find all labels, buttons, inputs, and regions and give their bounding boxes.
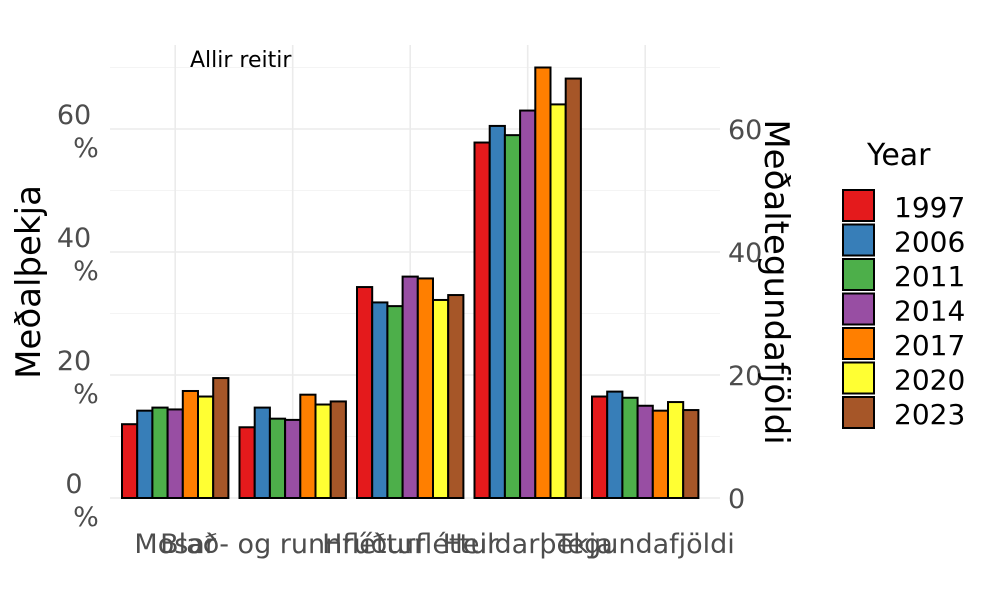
x-tick-label: Hrúðurfléttur — [322, 529, 499, 560]
left-tick-unit: % — [73, 379, 99, 410]
bar-2014-0 — [166, 408, 184, 499]
right-tick-label: 40 — [728, 238, 762, 269]
legend-swatch-2014 — [842, 292, 875, 326]
bar-1997-4 — [591, 395, 609, 499]
legend-label-2017: 2017 — [894, 329, 965, 362]
legend-label-2006: 2006 — [894, 226, 965, 259]
legend-swatch-2020 — [842, 361, 875, 395]
bar-1997-0 — [121, 423, 139, 500]
bar-2023-0 — [212, 377, 230, 500]
legend-swatch-2006 — [842, 223, 875, 257]
panel-annotation: Allir reitir — [190, 48, 292, 73]
x-tick-label: Heildarþekja — [443, 529, 613, 560]
right-tick-label: 60 — [728, 115, 762, 146]
bar-2014-2 — [401, 275, 419, 499]
left-tick-label: 20 — [57, 346, 91, 377]
left-tick-unit: % — [73, 502, 99, 533]
bar-2014-1 — [284, 418, 302, 499]
left-tick-unit: % — [73, 256, 99, 287]
left-tick-label: 40 — [57, 223, 91, 254]
legend-title: Year — [866, 138, 931, 173]
bar-2011-4 — [621, 396, 639, 500]
right-tick-label: 20 — [728, 361, 762, 392]
bar-2023-4 — [682, 409, 700, 499]
right-axis-title: Meðaltegundafjöldi — [756, 119, 796, 444]
x-tick-label: Mosar — [134, 529, 216, 560]
legend-label-2014: 2014 — [894, 295, 965, 328]
x-tick-label: Blað- og runnfléttur — [160, 529, 426, 560]
bar-2011-1 — [268, 417, 287, 500]
bar-2017-0 — [181, 389, 200, 499]
legend-label-2011: 2011 — [894, 260, 965, 293]
bar-1997-3 — [473, 141, 491, 499]
bars — [121, 66, 700, 500]
legend-label-2020: 2020 — [894, 364, 965, 397]
x-tick-label: Tegundafjöldi — [555, 529, 735, 560]
bar-2014-3 — [519, 109, 537, 500]
left-axis-ticks: 0%20%40%60% — [57, 100, 99, 533]
left-axis-title: Meðalþekja — [9, 185, 49, 379]
bar-2017-3 — [534, 66, 552, 499]
bar-2006-3 — [488, 124, 506, 500]
bar-2017-1 — [299, 393, 317, 499]
legend-swatch-2023 — [842, 396, 875, 429]
bar-2011-3 — [503, 134, 522, 499]
bar-2023-2 — [447, 294, 465, 499]
bar-2014-4 — [636, 404, 654, 499]
bar-2023-3 — [564, 77, 582, 499]
bar-2011-2 — [386, 305, 404, 499]
bar-2006-2 — [371, 301, 389, 499]
legend-label-2023: 2023 — [894, 398, 965, 431]
bar-2006-4 — [606, 390, 624, 500]
bar-2006-0 — [136, 409, 154, 500]
bar-2011-0 — [151, 406, 169, 499]
left-tick-label: 60 — [57, 100, 91, 131]
bar-2017-4 — [651, 409, 669, 500]
legend-swatch-2011 — [842, 258, 875, 291]
bar-2020-2 — [432, 298, 450, 499]
legend-label-1997: 1997 — [894, 191, 965, 224]
left-tick-unit: % — [73, 133, 99, 164]
bar-2023-1 — [329, 400, 347, 500]
bar-2020-4 — [667, 401, 685, 499]
bar-2020-0 — [197, 395, 215, 499]
bar-2020-3 — [549, 103, 567, 500]
bar-1997-2 — [356, 286, 374, 499]
bar-2017-2 — [416, 277, 434, 499]
left-tick-label: 0 — [65, 469, 82, 500]
legend-swatch-2017 — [842, 327, 875, 360]
right-axis-ticks: 0 20 40 60 — [728, 115, 762, 515]
bar-1997-1 — [238, 426, 256, 499]
right-tick-label: 0 — [728, 484, 745, 515]
bar-2006-1 — [253, 406, 271, 499]
bar-2020-1 — [314, 403, 332, 499]
legend-swatch-1997 — [842, 189, 875, 222]
